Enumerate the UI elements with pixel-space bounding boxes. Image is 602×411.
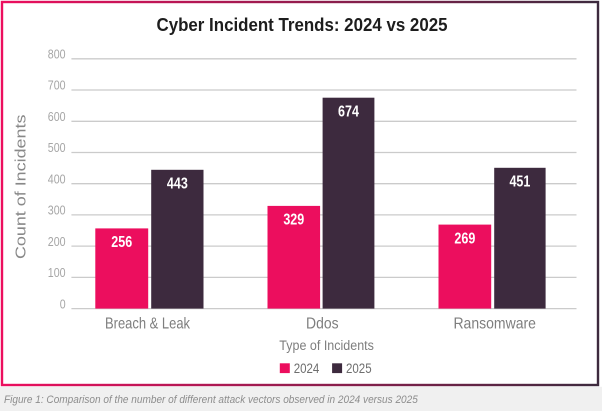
svg-text:Cyber Incident Trends: 2024 vs: Cyber Incident Trends: 2024 vs 2025 <box>157 15 448 35</box>
svg-text:600: 600 <box>48 109 66 124</box>
svg-text:0: 0 <box>60 296 66 311</box>
svg-text:Ransomware: Ransomware <box>453 315 536 332</box>
svg-text:2024: 2024 <box>294 361 320 376</box>
svg-text:Breach & Leak: Breach & Leak <box>105 315 191 332</box>
svg-text:269: 269 <box>454 230 475 247</box>
svg-text:329: 329 <box>283 212 304 229</box>
svg-text:100: 100 <box>48 265 66 280</box>
svg-text:674: 674 <box>338 103 359 120</box>
svg-text:Type of Incidents: Type of Incidents <box>279 338 374 353</box>
svg-text:451: 451 <box>509 174 530 191</box>
svg-text:2025: 2025 <box>346 361 372 376</box>
svg-text:700: 700 <box>48 78 66 93</box>
svg-text:200: 200 <box>48 234 66 249</box>
svg-text:443: 443 <box>167 176 188 193</box>
svg-text:500: 500 <box>48 140 66 155</box>
svg-text:400: 400 <box>48 171 66 186</box>
svg-text:Figure 1: Comparison of the nu: Figure 1: Comparison of the number of di… <box>4 394 419 406</box>
svg-text:800: 800 <box>48 47 66 62</box>
svg-text:Count of Incidents: Count of Incidents <box>14 115 30 259</box>
svg-text:256: 256 <box>111 234 132 251</box>
svg-text:Ddos: Ddos <box>306 315 339 332</box>
svg-text:300: 300 <box>48 203 66 218</box>
